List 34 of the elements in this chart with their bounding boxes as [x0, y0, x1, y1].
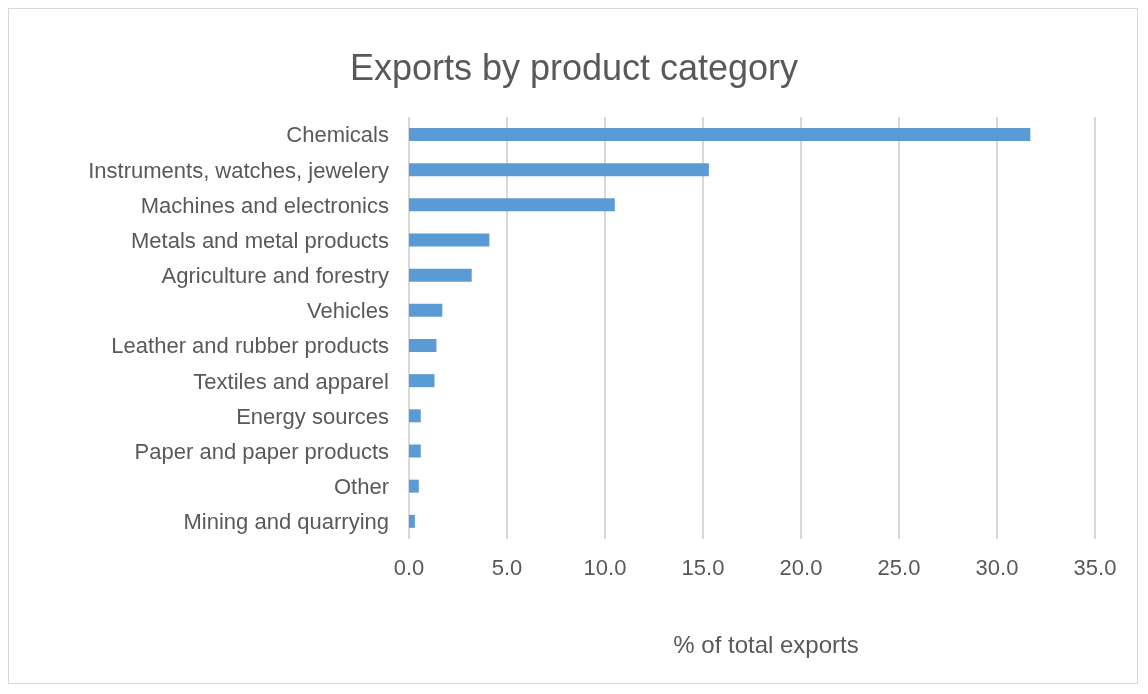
y-tick-label: Chemicals	[286, 122, 389, 148]
bar	[409, 198, 615, 212]
y-tick-label: Instruments, watches, jewelery	[88, 157, 389, 183]
y-tick-label: Energy sources	[236, 403, 389, 429]
y-tick-label: Vehicles	[307, 298, 389, 324]
x-tick-label: 15.0	[681, 554, 725, 580]
x-axis-title: % of total exports	[672, 631, 860, 659]
bar	[409, 233, 490, 247]
bar	[409, 444, 421, 458]
y-tick-label: Textiles and apparel	[193, 368, 389, 394]
bar	[409, 339, 437, 352]
bar	[409, 514, 415, 528]
bar	[409, 163, 709, 177]
y-tick-label: Other	[333, 474, 389, 500]
x-tick-label: 20.0	[779, 554, 823, 580]
bar	[409, 479, 419, 493]
bar	[409, 268, 472, 282]
x-tick-label: 35.0	[1073, 554, 1117, 580]
bar	[409, 303, 443, 317]
y-tick-label: Paper and paper products	[134, 438, 389, 464]
x-tick-label: 30.0	[975, 554, 1019, 580]
x-tick-label: 10.0	[583, 554, 627, 580]
y-tick-label: Machines and electronics	[140, 192, 389, 218]
x-tick-label: 0.0	[393, 554, 425, 580]
bar	[409, 128, 1031, 141]
bar	[409, 374, 435, 388]
y-tick-label: Leather and rubber products	[111, 333, 389, 359]
chart-title: Exports by product category	[348, 47, 800, 89]
bar	[409, 409, 421, 423]
y-tick-label: Mining and quarrying	[183, 509, 389, 535]
y-tick-label: Agriculture and forestry	[161, 263, 389, 289]
y-tick-label: Metals and metal products	[130, 227, 389, 253]
x-tick-label: 25.0	[877, 554, 921, 580]
x-tick-label: 5.0	[491, 554, 523, 580]
